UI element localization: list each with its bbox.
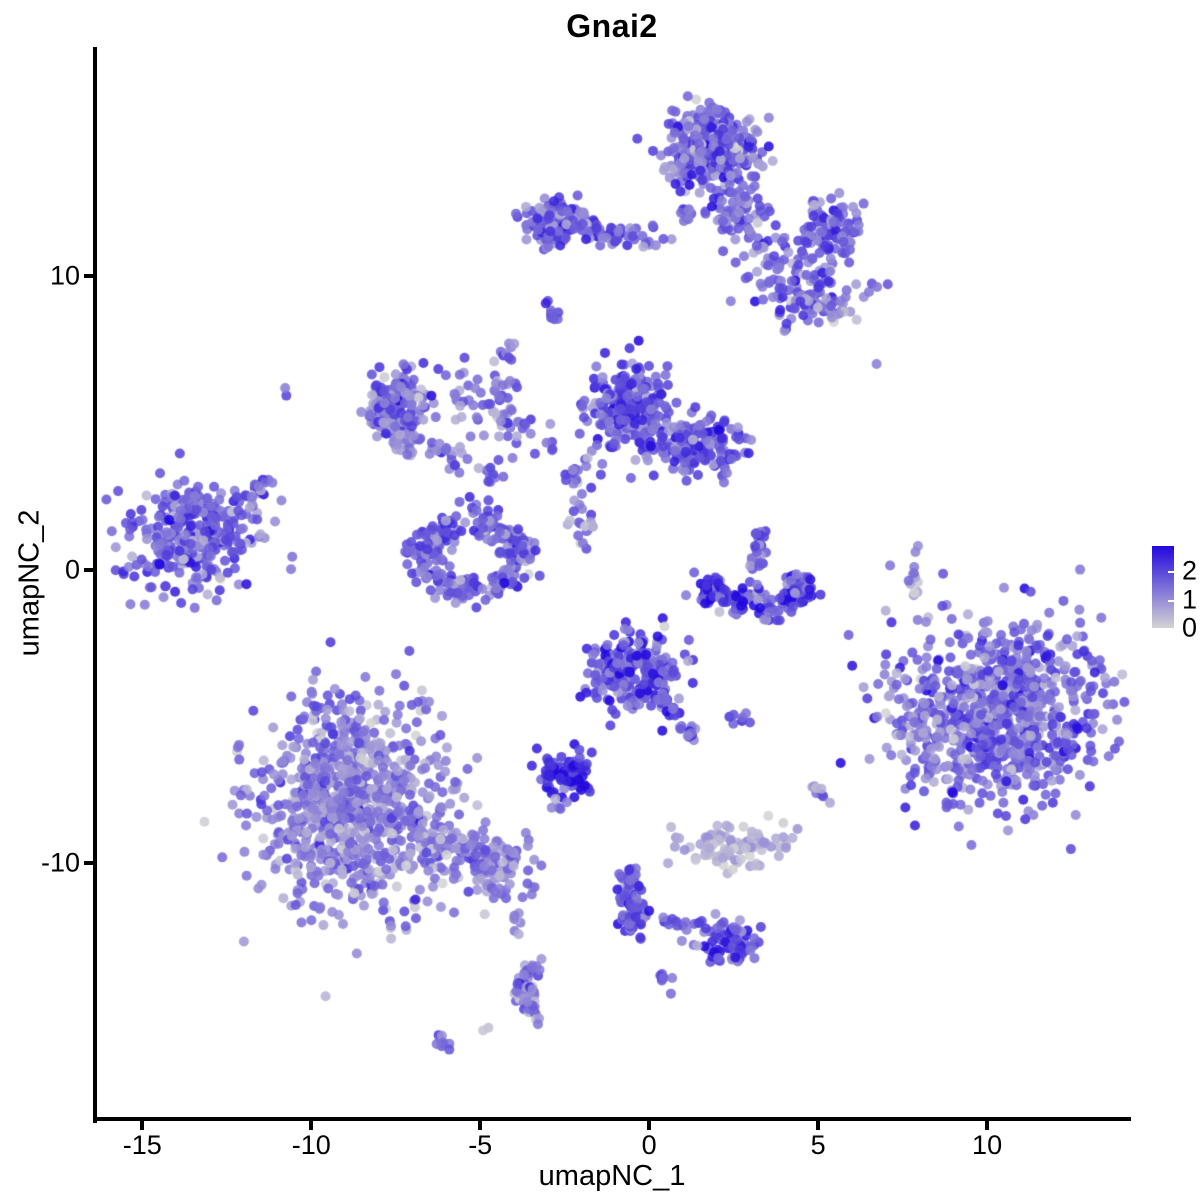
y-tick-label: -10 [40,847,80,878]
x-axis-line [93,1117,1131,1121]
x-tick-mark [647,1121,652,1130]
legend-tick-notch [1168,571,1174,574]
y-tick-label: 0 [64,554,80,585]
y-tick-mark [84,861,93,866]
x-tick-label: -5 [468,1130,493,1160]
x-tick-label: 0 [641,1130,657,1160]
y-tick-mark [84,274,93,279]
legend-tick-notch [1168,599,1174,602]
x-tick-mark [985,1121,990,1130]
x-tick-mark [140,1121,145,1130]
legend-gradient-bar [1152,546,1174,628]
legend-tick-label: 2 [1182,555,1198,586]
x-tick-mark [309,1121,314,1130]
y-tick-label: 10 [49,260,80,291]
y-axis-line [93,47,97,1123]
x-tick-label: 5 [810,1130,826,1160]
x-axis-title: umapNC_1 [538,1160,686,1192]
legend-tick-label: 0 [1182,612,1198,643]
x-tick-label: -10 [291,1130,331,1160]
y-axis-title: umapNC_2 [13,509,46,657]
x-tick-label: -15 [122,1130,162,1160]
x-tick-mark [478,1121,483,1130]
y-tick-mark [84,567,93,572]
legend-tick-label: 1 [1182,584,1198,615]
x-tick-label: 10 [972,1130,1003,1160]
plot-title: Gnai2 [566,8,658,44]
x-tick-mark [816,1121,821,1130]
